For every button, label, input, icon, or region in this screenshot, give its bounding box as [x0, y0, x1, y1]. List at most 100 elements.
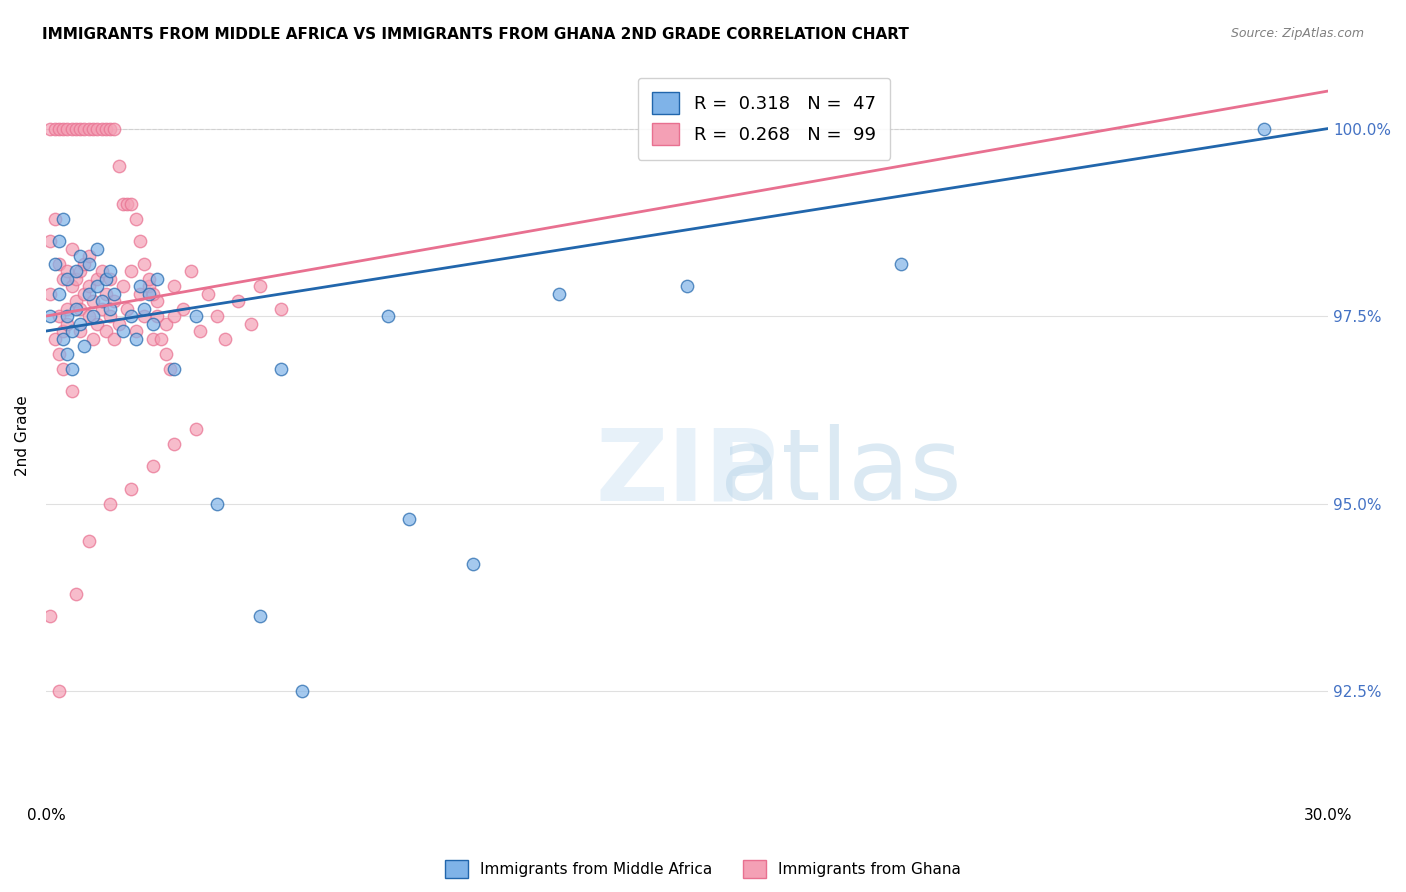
Point — [48, 286, 70, 301]
Point — [48, 121, 70, 136]
Point — [39, 609, 62, 624]
Point — [69, 301, 91, 316]
Point — [44, 332, 66, 346]
Point — [98, 309, 121, 323]
Point — [98, 301, 121, 316]
Point — [125, 211, 148, 226]
Point — [82, 121, 104, 136]
Point — [155, 317, 177, 331]
Point — [86, 121, 108, 136]
Point — [77, 534, 100, 549]
Point — [142, 317, 165, 331]
Text: IMMIGRANTS FROM MIDDLE AFRICA VS IMMIGRANTS FROM GHANA 2ND GRADE CORRELATION CHA: IMMIGRANTS FROM MIDDLE AFRICA VS IMMIGRA… — [42, 27, 910, 42]
Point — [56, 271, 79, 285]
Point — [65, 264, 87, 278]
Point — [180, 264, 202, 278]
Point — [39, 286, 62, 301]
Point — [98, 264, 121, 278]
Point — [48, 309, 70, 323]
Point — [82, 294, 104, 309]
Point — [94, 121, 117, 136]
Point — [44, 121, 66, 136]
Point — [56, 121, 79, 136]
Point — [142, 332, 165, 346]
Point — [94, 286, 117, 301]
Point — [65, 271, 87, 285]
Point — [65, 301, 87, 316]
Point — [69, 324, 91, 338]
Point — [56, 317, 79, 331]
Point — [146, 294, 169, 309]
Point — [138, 271, 160, 285]
Point — [129, 234, 152, 248]
Point — [676, 279, 699, 293]
Point — [146, 271, 169, 285]
Point — [547, 286, 569, 301]
Point — [60, 242, 83, 256]
Point — [142, 286, 165, 301]
Point — [82, 309, 104, 323]
Point — [120, 264, 142, 278]
Point — [48, 346, 70, 360]
Point — [249, 279, 271, 293]
Point — [240, 317, 263, 331]
Point — [60, 324, 83, 338]
Point — [115, 301, 138, 316]
Point — [39, 121, 62, 136]
Point — [129, 286, 152, 301]
Point — [60, 121, 83, 136]
Point — [134, 256, 156, 270]
Point — [98, 121, 121, 136]
Point — [73, 339, 96, 353]
Point — [125, 332, 148, 346]
Point — [90, 294, 112, 309]
Point — [205, 497, 228, 511]
Point — [150, 332, 173, 346]
Point — [249, 609, 271, 624]
Point — [120, 309, 142, 323]
Point — [98, 497, 121, 511]
Point — [73, 121, 96, 136]
Point — [214, 332, 236, 346]
Point — [73, 256, 96, 270]
Text: Source: ZipAtlas.com: Source: ZipAtlas.com — [1230, 27, 1364, 40]
Point — [163, 361, 186, 376]
Legend: Immigrants from Middle Africa, Immigrants from Ghana: Immigrants from Middle Africa, Immigrant… — [439, 854, 967, 884]
Text: ZIP: ZIP — [596, 425, 779, 521]
Point — [146, 309, 169, 323]
Point — [56, 264, 79, 278]
Point — [463, 557, 485, 571]
Point — [103, 121, 125, 136]
Point — [77, 279, 100, 293]
Point — [52, 361, 75, 376]
Point — [65, 586, 87, 600]
Point — [52, 121, 75, 136]
Point — [52, 324, 75, 338]
Point — [60, 361, 83, 376]
Point — [107, 159, 129, 173]
Point — [125, 324, 148, 338]
Point — [56, 301, 79, 316]
Y-axis label: 2nd Grade: 2nd Grade — [15, 396, 30, 476]
Point — [90, 301, 112, 316]
Point — [270, 301, 292, 316]
Point — [44, 256, 66, 270]
Point — [398, 511, 420, 525]
Point — [103, 294, 125, 309]
Legend: R =  0.318   N =  47, R =  0.268   N =  99: R = 0.318 N = 47, R = 0.268 N = 99 — [638, 78, 890, 160]
Point — [86, 279, 108, 293]
Point — [120, 482, 142, 496]
Point — [138, 279, 160, 293]
Point — [90, 264, 112, 278]
Point — [107, 317, 129, 331]
Point — [197, 286, 219, 301]
Point — [69, 249, 91, 263]
Point — [188, 324, 211, 338]
Point — [163, 309, 186, 323]
Point — [115, 196, 138, 211]
Point — [111, 279, 134, 293]
Point — [86, 317, 108, 331]
Point — [65, 121, 87, 136]
Point — [184, 421, 207, 435]
Point — [120, 196, 142, 211]
